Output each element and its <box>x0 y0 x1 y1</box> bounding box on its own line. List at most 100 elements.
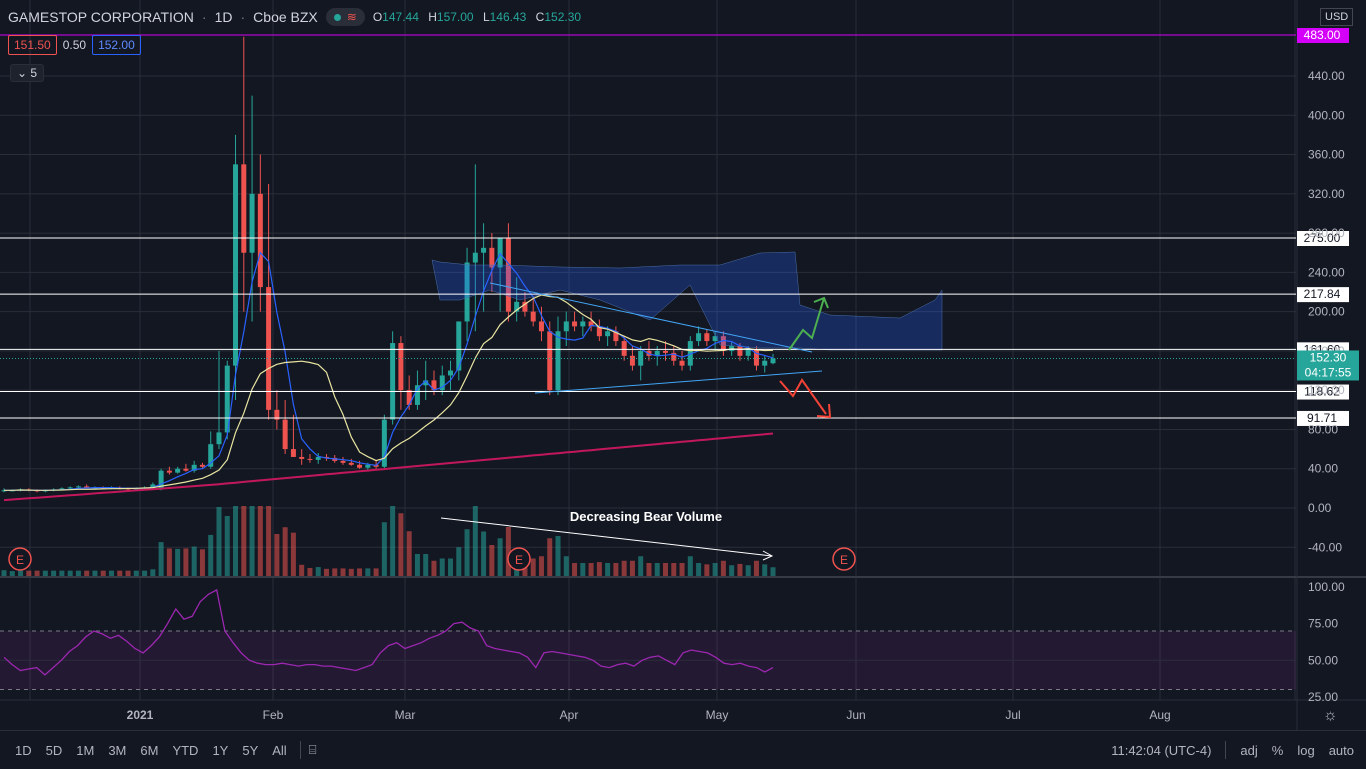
candle-body <box>572 321 578 327</box>
earnings-marker[interactable] <box>8 547 32 571</box>
volume-bar <box>414 554 420 576</box>
price-tick-label: 0.00 <box>1308 501 1332 515</box>
time-axis-label: May <box>706 708 729 722</box>
volume-bar <box>142 570 148 576</box>
candle-body <box>737 346 743 356</box>
earnings-marker-label: E <box>515 553 523 567</box>
clock-time[interactable]: 11:42:04 (UTC-4) <box>1111 742 1212 758</box>
goto-date-calendar-icon[interactable]: ⌸ <box>308 742 317 757</box>
level-price-tag <box>1297 231 1349 246</box>
candle-body <box>365 464 371 468</box>
volume-bar <box>663 563 669 576</box>
volume-bar <box>439 558 445 576</box>
volume-bar <box>729 565 735 576</box>
candle-body <box>390 343 396 420</box>
candle-body <box>704 333 710 342</box>
level-price-tag <box>1297 28 1349 43</box>
currency-button[interactable]: USD <box>1320 8 1354 26</box>
range-3m-button[interactable]: 3M <box>108 742 127 758</box>
price-tick-label: 440.00 <box>1308 69 1345 83</box>
candle-body <box>679 360 685 366</box>
volume-bar <box>257 506 263 576</box>
indicators-toggle-button[interactable]: ⌄ 5 <box>10 64 45 82</box>
price-tick-label: 320.00 <box>1308 187 1345 201</box>
range-5d-button[interactable]: 5D <box>45 742 63 758</box>
range-ytd-button[interactable]: YTD <box>172 742 199 758</box>
range-selector: 1D 5D 1M 3M 6M YTD 1Y 5Y All <box>10 739 292 762</box>
volume-bar <box>125 570 131 576</box>
candle-body <box>340 460 346 463</box>
candle-body <box>464 262 470 322</box>
candle-body <box>671 352 677 361</box>
last-price-tag <box>1297 350 1359 381</box>
buy-price-button[interactable]: 152.00 <box>92 35 141 55</box>
candle-body <box>348 462 354 465</box>
bullish-arrow <box>788 297 825 351</box>
level-price-label: 483.00 <box>1304 28 1341 42</box>
volume-bar <box>166 548 172 576</box>
candle-body <box>762 360 768 366</box>
volume-bar <box>340 568 346 576</box>
earnings-marker[interactable] <box>507 547 531 571</box>
earnings-marker[interactable] <box>832 547 856 571</box>
volume-bar <box>282 527 288 576</box>
price-chart[interactable]: 100.0075.0050.0025.00483.00275.00217.841… <box>0 0 1366 730</box>
bearish-arrow <box>779 378 827 415</box>
auto-toggle[interactable]: auto <box>1328 742 1354 758</box>
adj-toggle[interactable]: adj <box>1240 742 1258 758</box>
candle-body <box>257 193 263 288</box>
last-price-label: 152.30 <box>1310 350 1347 364</box>
candle-body <box>472 252 478 263</box>
earnings-marker-label: E <box>840 553 848 567</box>
percent-toggle[interactable]: % <box>1271 742 1284 758</box>
candle-body <box>588 321 594 327</box>
candle-body <box>712 336 718 342</box>
candle-body <box>150 484 156 488</box>
time-axis-label: Feb <box>263 708 284 722</box>
legend-header: GAMESTOP CORPORATION · 1D · Cboe BZX ≋ O… <box>8 8 587 26</box>
volume-bar <box>737 563 743 576</box>
candle-body <box>414 385 420 405</box>
volume-bar <box>216 507 222 576</box>
indicators-count: 5 <box>30 66 38 80</box>
volume-bar <box>84 570 90 576</box>
range-5y-button[interactable]: 5Y <box>242 742 259 758</box>
volume-bar <box>191 546 197 576</box>
symbol-title[interactable]: GAMESTOP CORPORATION <box>8 9 194 25</box>
spread-value: 0.50 <box>62 38 87 52</box>
volume-bar <box>505 527 511 576</box>
volume-bar <box>299 564 305 576</box>
price-tick-label: 200.00 <box>1308 305 1345 319</box>
candle-body <box>720 336 726 351</box>
volume-bar <box>497 538 503 576</box>
volume-bar <box>1 570 7 576</box>
volume-bar <box>332 568 338 576</box>
range-1d-button[interactable]: 1D <box>15 742 32 758</box>
sell-price-button[interactable]: 151.50 <box>8 35 57 55</box>
log-toggle[interactable]: log <box>1297 742 1315 758</box>
candle-body <box>555 331 561 391</box>
candle-body <box>307 458 313 460</box>
range-1m-button[interactable]: 1M <box>76 742 95 758</box>
candle-body <box>241 164 247 253</box>
volume-bar <box>67 570 73 576</box>
chart-settings-gear-icon[interactable]: ☼ <box>1323 707 1338 724</box>
candle-body <box>249 193 255 253</box>
range-1y-button[interactable]: 1Y <box>212 742 229 758</box>
range-all-button[interactable]: All <box>272 742 287 758</box>
candle-body <box>75 486 81 488</box>
volume-bar <box>224 516 230 576</box>
candle-body <box>770 358 776 364</box>
interval-label[interactable]: 1D <box>214 9 233 25</box>
candle-body <box>753 348 759 366</box>
candle-body <box>696 333 702 342</box>
level-price-label: 118.62 <box>1304 385 1340 399</box>
candle-body <box>216 432 222 445</box>
candle-body <box>315 456 321 460</box>
volume-trend-arrow <box>440 517 773 557</box>
volume-bar <box>75 570 81 576</box>
volume-bar <box>671 563 677 576</box>
market-status-badge[interactable]: ≋ <box>325 8 365 26</box>
candle-body <box>67 487 73 489</box>
range-6m-button[interactable]: 6M <box>140 742 159 758</box>
